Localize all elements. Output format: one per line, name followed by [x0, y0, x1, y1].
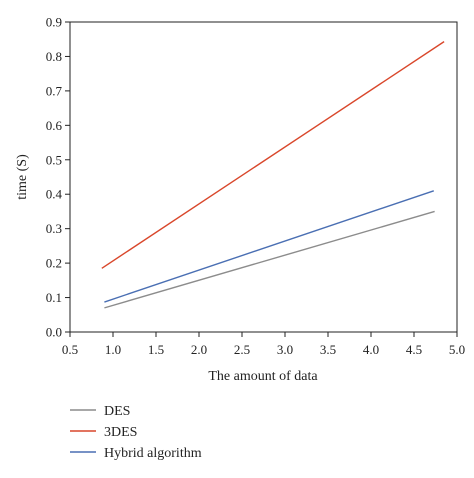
- y-tick-label: 0.9: [46, 15, 62, 30]
- y-tick-label: 0.2: [46, 256, 62, 271]
- x-tick-label: 3.5: [320, 342, 336, 357]
- x-tick-label: 5.0: [449, 342, 465, 357]
- y-tick-label: 0.8: [46, 49, 62, 64]
- x-tick-label: 4.0: [363, 342, 379, 357]
- y-tick-label: 0.4: [46, 187, 63, 202]
- x-tick-label: 1.0: [105, 342, 121, 357]
- y-tick-label: 0.5: [46, 152, 62, 167]
- x-tick-label: 3.0: [277, 342, 293, 357]
- y-tick-label: 0.3: [46, 221, 62, 236]
- legend: DES 3DES Hybrid algorithm: [70, 404, 202, 461]
- x-tick-label: 1.5: [148, 342, 164, 357]
- y-tick-label: 0.6: [46, 118, 63, 133]
- x-axis-title: The amount of data: [208, 369, 318, 384]
- y-axis-ticks: 0.0 0.1 0.2 0.3 0.4 0.5 0.6 0.7 0.8 0.9: [46, 15, 70, 340]
- legend-label: Hybrid algorithm: [104, 446, 202, 461]
- y-tick-label: 0.7: [46, 83, 63, 98]
- series-line-0: [104, 210, 435, 309]
- series-line-2: [104, 190, 435, 303]
- y-tick-label: 0.0: [46, 325, 62, 340]
- x-axis-ticks: 0.5 1.0 1.5 2.0 2.5 3.0 3.5 4.0 4.5 5.0: [62, 332, 465, 357]
- x-tick-label: 2.5: [234, 342, 250, 357]
- series-lines: [101, 41, 445, 309]
- legend-label: DES: [104, 404, 130, 419]
- x-tick-label: 0.5: [62, 342, 78, 357]
- y-tick-label: 0.1: [46, 290, 62, 305]
- y-axis-title: time (S): [15, 154, 30, 200]
- series-line-1: [101, 41, 445, 269]
- x-tick-label: 4.5: [406, 342, 422, 357]
- x-tick-label: 2.0: [191, 342, 207, 357]
- legend-label: 3DES: [104, 425, 137, 440]
- plot-frame: [69, 21, 458, 333]
